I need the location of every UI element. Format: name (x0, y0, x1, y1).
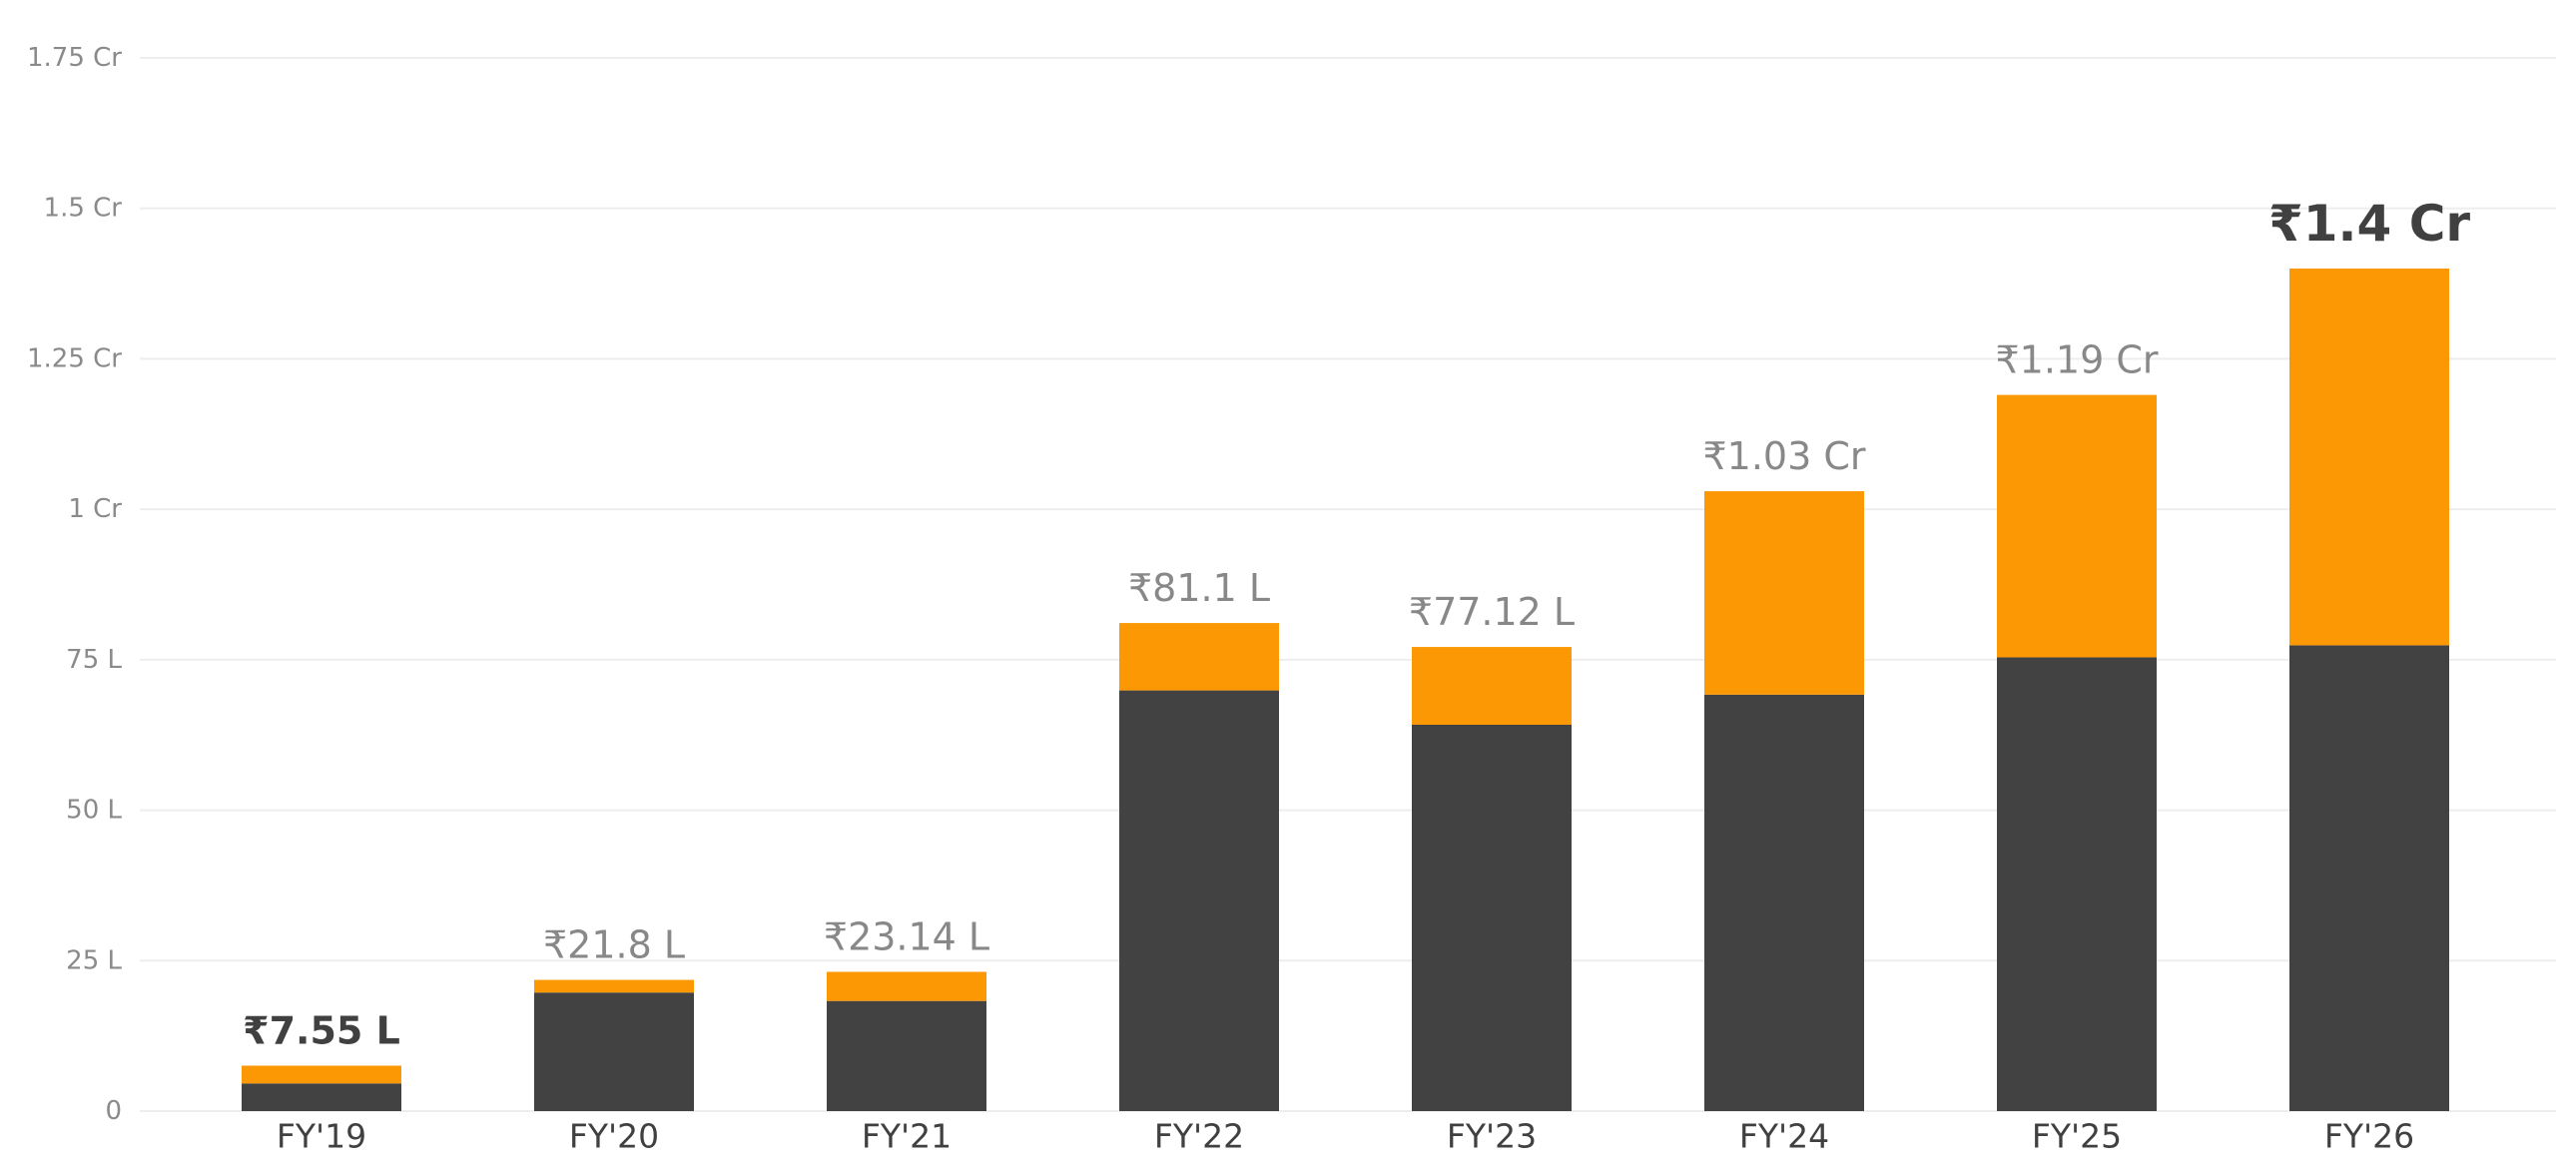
bar-segment-base (2289, 645, 2449, 1111)
y-tick-label: 1 Cr (68, 494, 122, 524)
bar-segment-top (827, 971, 986, 1001)
x-tick-label: FY'19 (277, 1117, 366, 1156)
bar-segment-top (1412, 647, 1572, 725)
x-tick-label: FY'22 (1154, 1117, 1244, 1156)
y-tick-label: 1.5 Cr (44, 194, 123, 224)
x-tick-label: FY'23 (1447, 1117, 1537, 1156)
bar-segment-base (827, 1000, 986, 1111)
bar-segment-base (1119, 690, 1279, 1111)
bar-segment-top (242, 1065, 401, 1084)
bar-total-label: ₹1.4 Cr (2268, 195, 2470, 253)
x-tick-label: FY'21 (862, 1117, 952, 1156)
y-tick-label: 1.25 Cr (27, 343, 122, 373)
bar-total-label: ₹7.55 L (243, 1008, 400, 1052)
bar-segment-top (1704, 491, 1864, 695)
y-tick-label: 50 L (66, 796, 122, 826)
bar-total-label: ₹77.12 L (1409, 590, 1575, 634)
x-tick-label: FY'25 (2032, 1117, 2122, 1156)
bar-total-label: ₹23.14 L (824, 914, 989, 958)
bar-segment-top (2289, 269, 2449, 646)
bar-segment-top (1119, 623, 1279, 691)
bar-segment-base (534, 992, 694, 1111)
y-tick-label: 75 L (66, 645, 122, 675)
y-tick-label: 1.75 Cr (27, 43, 122, 73)
bar-segment-base (1997, 657, 2157, 1111)
bar-segment-base (242, 1083, 401, 1111)
x-tick-label: FY'20 (569, 1117, 659, 1156)
x-tick-label: FY'24 (1739, 1117, 1829, 1156)
bar-total-label: ₹1.03 Cr (1702, 434, 1865, 478)
bar-segment-base (1704, 694, 1864, 1111)
bar-segment-top (1997, 394, 2157, 658)
bar-total-label: ₹81.1 L (1128, 566, 1270, 610)
bar-total-label: ₹1.19 Cr (1995, 338, 2158, 382)
y-tick-label: 25 L (66, 945, 122, 975)
y-tick-label: 0 (105, 1096, 122, 1126)
x-tick-label: FY'26 (2324, 1117, 2414, 1156)
bar-segment-base (1412, 724, 1572, 1111)
bar-total-label: ₹21.8 L (543, 923, 685, 967)
bar-segment-top (534, 979, 694, 993)
